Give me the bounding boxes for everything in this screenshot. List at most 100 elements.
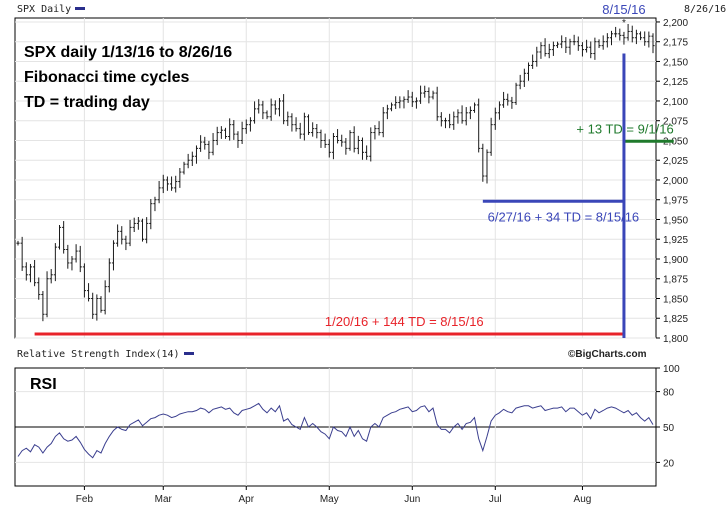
price-bar <box>20 236 24 271</box>
price-bar <box>194 145 199 164</box>
price-bar <box>352 126 356 153</box>
brand-label: ©BigCharts.com <box>568 349 647 360</box>
rsi-gridlines <box>15 368 656 486</box>
x-tick-label: Jun <box>404 494 420 505</box>
cycle-annotations: 8/15/16* 1/20/16 + 144 TD = 8/15/16 6/27/1… <box>34 2 674 338</box>
price-bar <box>132 217 136 233</box>
price-bar <box>103 280 107 315</box>
symbol-label: SPX Daily <box>17 4 71 15</box>
price-bar <box>369 127 373 162</box>
price-bar <box>414 97 419 109</box>
price-bar <box>228 118 232 141</box>
price-bar <box>340 134 344 147</box>
price-bar <box>149 199 153 230</box>
x-tick-label: May <box>320 494 339 505</box>
price-tick-label: 1,975 <box>663 196 688 207</box>
price-bar <box>360 137 365 160</box>
price-bar <box>539 42 543 59</box>
price-bar <box>605 33 609 48</box>
price-bar <box>153 196 157 212</box>
price-bar <box>128 219 132 247</box>
price-bar <box>33 260 37 287</box>
price-tick-label: 1,825 <box>663 314 688 325</box>
price-bar <box>572 34 576 46</box>
price-bar <box>182 161 186 175</box>
price-bar <box>489 117 493 156</box>
price-bar <box>165 176 170 191</box>
symbol-swatch <box>75 7 85 10</box>
price-bar <box>485 149 489 184</box>
price-bar <box>410 91 414 107</box>
price-bar <box>273 100 277 115</box>
cycle-label: 6/27/16 + 34 TD = 8/15/16 <box>488 209 640 224</box>
price-bar <box>62 221 66 254</box>
price-bar <box>298 122 302 139</box>
price-bar <box>265 110 269 120</box>
price-bar <box>78 245 82 273</box>
price-tick-label: 2,100 <box>663 97 688 108</box>
price-bar <box>16 240 20 246</box>
price-bar <box>107 258 111 293</box>
price-bar <box>24 262 28 281</box>
price-bar <box>634 29 638 45</box>
price-bar <box>211 133 215 156</box>
price-bar <box>418 85 423 104</box>
price-bar <box>157 180 161 204</box>
price-bar <box>456 109 460 124</box>
price-bar <box>219 126 223 139</box>
price-tick-label: 1,900 <box>663 255 688 266</box>
price-bar <box>82 263 87 298</box>
price-bar <box>398 96 402 109</box>
price-bar <box>223 127 228 139</box>
x-tick-label: Mar <box>155 494 173 505</box>
price-bar <box>381 107 385 138</box>
price-bar <box>547 43 551 59</box>
cycle-label: 1/20/16 + 144 TD = 8/15/16 <box>325 314 484 329</box>
price-bar <box>630 25 634 43</box>
price-bar <box>207 140 211 160</box>
price-bar <box>464 107 468 126</box>
x-gridlines <box>83 18 583 338</box>
price-bar <box>535 46 539 67</box>
price-bar <box>626 23 630 41</box>
price-bar <box>311 122 315 137</box>
price-bar <box>161 174 165 194</box>
date-label: 8/26/16 <box>684 4 726 15</box>
price-bar <box>282 94 286 125</box>
price-bar <box>190 151 194 166</box>
price-tick-label: 2,075 <box>663 117 688 128</box>
price-bar <box>377 121 381 136</box>
price-bar <box>431 90 435 100</box>
price-bar <box>622 31 626 45</box>
price-bar <box>568 38 572 55</box>
price-tick-label: 2,150 <box>663 57 688 68</box>
price-bar <box>178 168 182 188</box>
price-bar <box>236 131 240 148</box>
price-bar <box>215 126 219 146</box>
price-bar <box>597 39 601 49</box>
price-tick-label: 1,875 <box>663 275 688 286</box>
price-bar <box>145 217 149 244</box>
price-panel-frame <box>14 17 657 339</box>
price-bar <box>609 30 614 46</box>
price-bar <box>593 37 597 60</box>
price-bar <box>286 111 290 126</box>
rsi-header-label: Relative Strength Index(14) <box>17 349 180 360</box>
price-bar <box>460 105 464 124</box>
price-tick-label: 1,925 <box>663 235 688 246</box>
peak-date-label: 8/15/16 <box>602 2 645 17</box>
peak-marker: * <box>622 18 626 29</box>
price-bar <box>53 243 57 282</box>
chart-title-line-2: Fibonacci time cycles <box>24 69 190 86</box>
rsi-series <box>17 402 654 459</box>
price-bar <box>647 31 651 48</box>
price-bar <box>99 296 103 313</box>
price-bar <box>45 271 49 318</box>
price-bar <box>497 101 502 120</box>
price-bar <box>638 31 643 41</box>
price-tick-label: 1,850 <box>663 294 688 305</box>
price-bar <box>232 120 236 140</box>
price-bar <box>551 41 555 56</box>
chart-title-line-3: TD = trading day <box>24 94 150 111</box>
x-tick-label: Jul <box>489 494 502 505</box>
